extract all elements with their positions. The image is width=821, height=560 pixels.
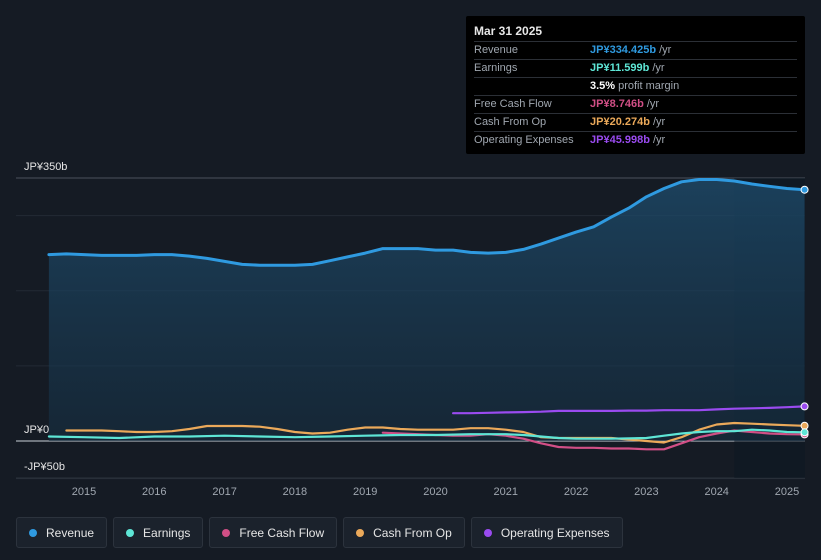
tooltip-row-value: JP¥334.425b [590, 44, 657, 56]
tooltip-row-value: JP¥20.274b [590, 116, 650, 128]
tooltip-row-unit: /yr [659, 44, 672, 56]
x-tick-label: 2024 [704, 486, 728, 498]
data-tooltip: Mar 31 2025 Revenue JP¥334.425b/yr Earning… [466, 16, 805, 154]
legend-dot-icon [222, 528, 231, 537]
tooltip-row-unit: profit margin [618, 80, 680, 92]
tooltip-row-label: Earnings [474, 62, 518, 74]
x-tick-label: 2025 [775, 486, 799, 498]
chart-legend: Revenue Earnings Free Cash Flow Cash From O… [16, 517, 623, 548]
x-tick-label: 2018 [283, 486, 307, 498]
tooltip-row: Operating Expenses JP¥45.998b/yr [474, 131, 797, 149]
x-tick-label: 2015 [72, 486, 96, 498]
tooltip-row-unit: /yr [646, 98, 660, 110]
operating-expenses-endpoint [800, 402, 809, 411]
earnings-endpoint [800, 428, 809, 437]
legend-label: Cash From Op [373, 525, 452, 540]
legend-label: Free Cash Flow [239, 525, 325, 540]
revenue-area [48, 179, 805, 441]
legend-dot-icon [126, 528, 135, 537]
tooltip-row-value: JP¥8.746b [590, 98, 644, 110]
tooltip-row-label: Operating Expenses [474, 134, 574, 146]
operating-expenses-line [452, 405, 806, 415]
revenue-endpoint [800, 185, 809, 194]
legend-dot-icon [356, 528, 365, 537]
tooltip-row: Free Cash Flow JP¥8.746b/yr [474, 95, 797, 113]
tooltip-row-unit: /yr [652, 62, 665, 74]
tooltip-row-unit: /yr [652, 134, 666, 146]
tooltip-date: Mar 31 2025 [474, 24, 543, 38]
tooltip-row-label: Free Cash Flow [474, 98, 552, 110]
legend-item-revenue[interactable]: Revenue [16, 517, 108, 548]
legend-dot-icon [29, 528, 37, 537]
tooltip-row-value: 3.5% [590, 80, 616, 92]
tooltip-row-value: JP¥11.599b [590, 62, 650, 74]
tooltip-row-label: Revenue [474, 44, 519, 56]
legend-label: Revenue [46, 525, 95, 540]
cash-from-op-line [65, 421, 806, 444]
tooltip-row: Cash From Op JP¥20.274b/yr [474, 113, 797, 131]
x-tick-label: 2023 [634, 486, 658, 498]
legend-item-earnings[interactable]: Earnings [113, 517, 204, 548]
x-tick-label: 2016 [142, 486, 166, 498]
tooltip-row: 3.5% profit margin [474, 77, 797, 95]
legend-item-operating-expenses[interactable]: Operating Expenses [470, 517, 623, 548]
tooltip-row-label [474, 78, 590, 95]
x-tick-label: 2021 [494, 486, 518, 498]
y-tick-label: JP¥0 [24, 424, 49, 436]
x-tick-label: 2019 [353, 486, 377, 498]
legend-item-cash-from-op[interactable]: Cash From Op [343, 517, 465, 548]
x-tick-label: 2017 [212, 486, 236, 498]
legend-item-free-cash-flow[interactable]: Free Cash Flow [209, 517, 338, 548]
x-tick-label: 2020 [423, 486, 447, 498]
y-tick-label: JP¥350b [24, 161, 67, 173]
legend-dot-icon [483, 528, 492, 537]
revenue-line [47, 178, 807, 267]
cash-from-op-endpoint [800, 421, 809, 430]
tooltip-row-label: Cash From Op [474, 116, 547, 128]
earnings-line [47, 428, 806, 440]
tooltip-row-value: JP¥45.998b [590, 134, 650, 146]
x-tick-label: 2022 [564, 486, 588, 498]
legend-label: Operating Expenses [500, 525, 610, 540]
legend-label: Earnings [143, 525, 191, 540]
tooltip-row-unit: /yr [652, 116, 666, 128]
tooltip-row: Earnings JP¥11.599b/yr [474, 59, 797, 77]
y-tick-label: -JP¥50b [24, 461, 65, 473]
tooltip-row: Revenue JP¥334.425b/yr [474, 41, 797, 59]
